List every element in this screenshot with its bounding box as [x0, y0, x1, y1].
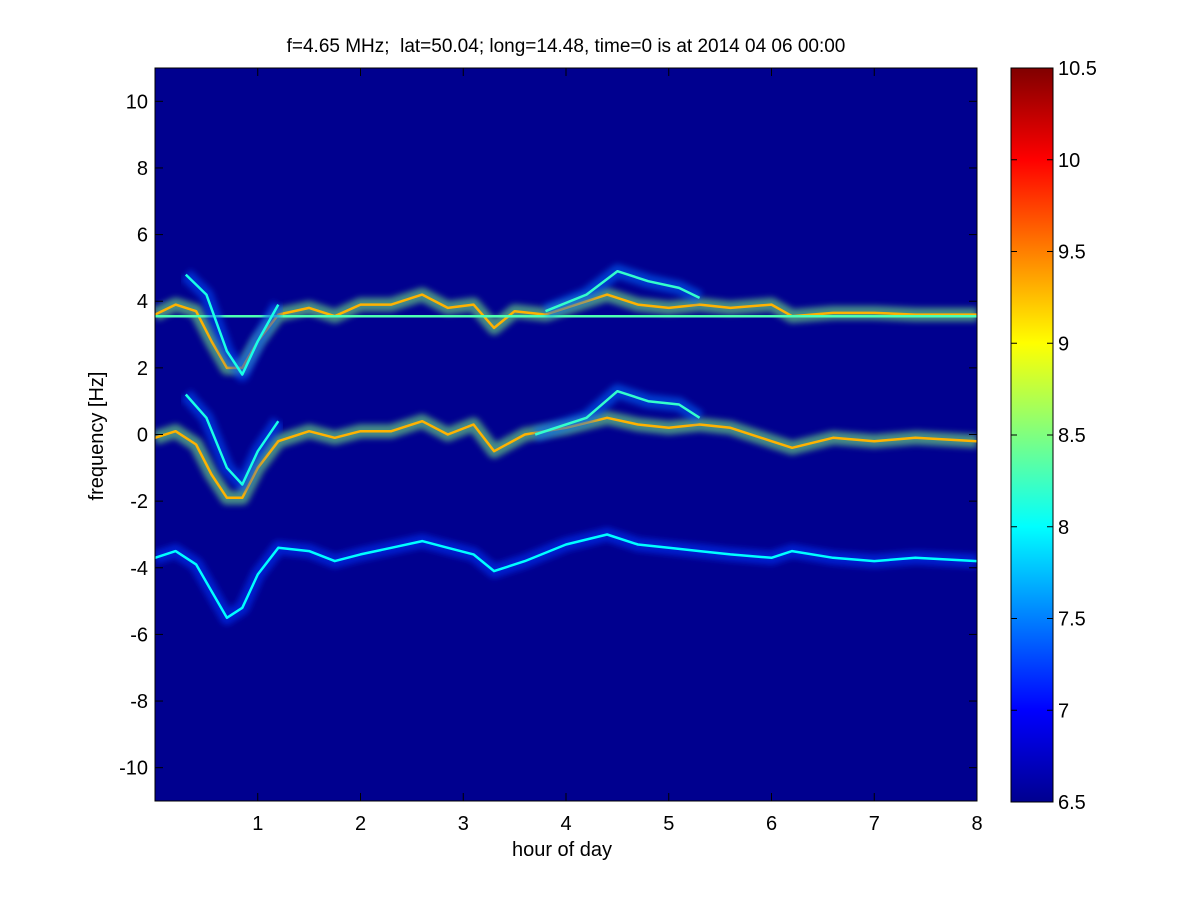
colorbar-tick-label: 7: [1058, 700, 1069, 722]
colorbar-tick-label: 7.5: [1058, 609, 1086, 631]
x-tick-label: 3: [458, 813, 469, 835]
colorbar-tick-label: 6.5: [1058, 792, 1086, 814]
colorbar-tick-label: 9: [1058, 333, 1069, 355]
y-tick-label: -6: [130, 624, 148, 646]
x-tick-label: 2: [355, 813, 366, 835]
colorbar-tick-label: 10: [1058, 150, 1080, 172]
colorbar-ticks: 10.5 10 9.5 9 8.5 8 7.5 7 6.5: [1011, 58, 1097, 814]
trace-line-6: [545, 269, 701, 313]
x-tick-label: 8: [971, 813, 982, 835]
trace-line-5: [184, 393, 280, 486]
colorbar-tick-label: 8: [1058, 517, 1069, 539]
y-tick-label: 4: [137, 291, 148, 313]
y-axis-ticks: 10 8 6 4 2 0 -2 -4 -6 -8 -10: [119, 91, 977, 780]
y-tick-label: -4: [130, 558, 148, 580]
x-tick-label: 7: [869, 813, 880, 835]
y-tick-label: 8: [137, 158, 148, 180]
x-axis-ticks: 1 2 3 4 5 6 7 8: [252, 68, 983, 835]
trace-line-4: [184, 273, 280, 376]
colorbar: [1010, 67, 1054, 803]
colorbar-tick-label: 8.5: [1058, 425, 1086, 447]
chart-title: f=4.65 MHz; lat=50.04; long=14.48, time=…: [287, 36, 846, 57]
colorbar-tick-label: 10.5: [1058, 58, 1097, 80]
trace-line-2: [155, 416, 977, 500]
x-axis-label: hour of day: [512, 839, 612, 861]
x-tick-label: 4: [560, 813, 571, 835]
y-tick-label: 10: [126, 91, 148, 113]
trace-line-7: [534, 389, 701, 436]
x-tick-label: 1: [252, 813, 263, 835]
y-tick-label: -10: [119, 758, 148, 780]
y-axis-label: frequency [Hz]: [86, 372, 108, 501]
y-tick-label: 0: [137, 425, 148, 447]
y-tick-label: 6: [137, 225, 148, 247]
y-tick-label: 2: [137, 358, 148, 380]
spectral-traces: [155, 264, 977, 625]
colorbar-tick-label: 9.5: [1058, 242, 1086, 264]
x-tick-label: 5: [663, 813, 674, 835]
trace-line-3: [155, 533, 977, 620]
x-tick-label: 6: [766, 813, 777, 835]
y-tick-label: -8: [130, 691, 148, 713]
y-tick-label: -2: [130, 491, 148, 513]
